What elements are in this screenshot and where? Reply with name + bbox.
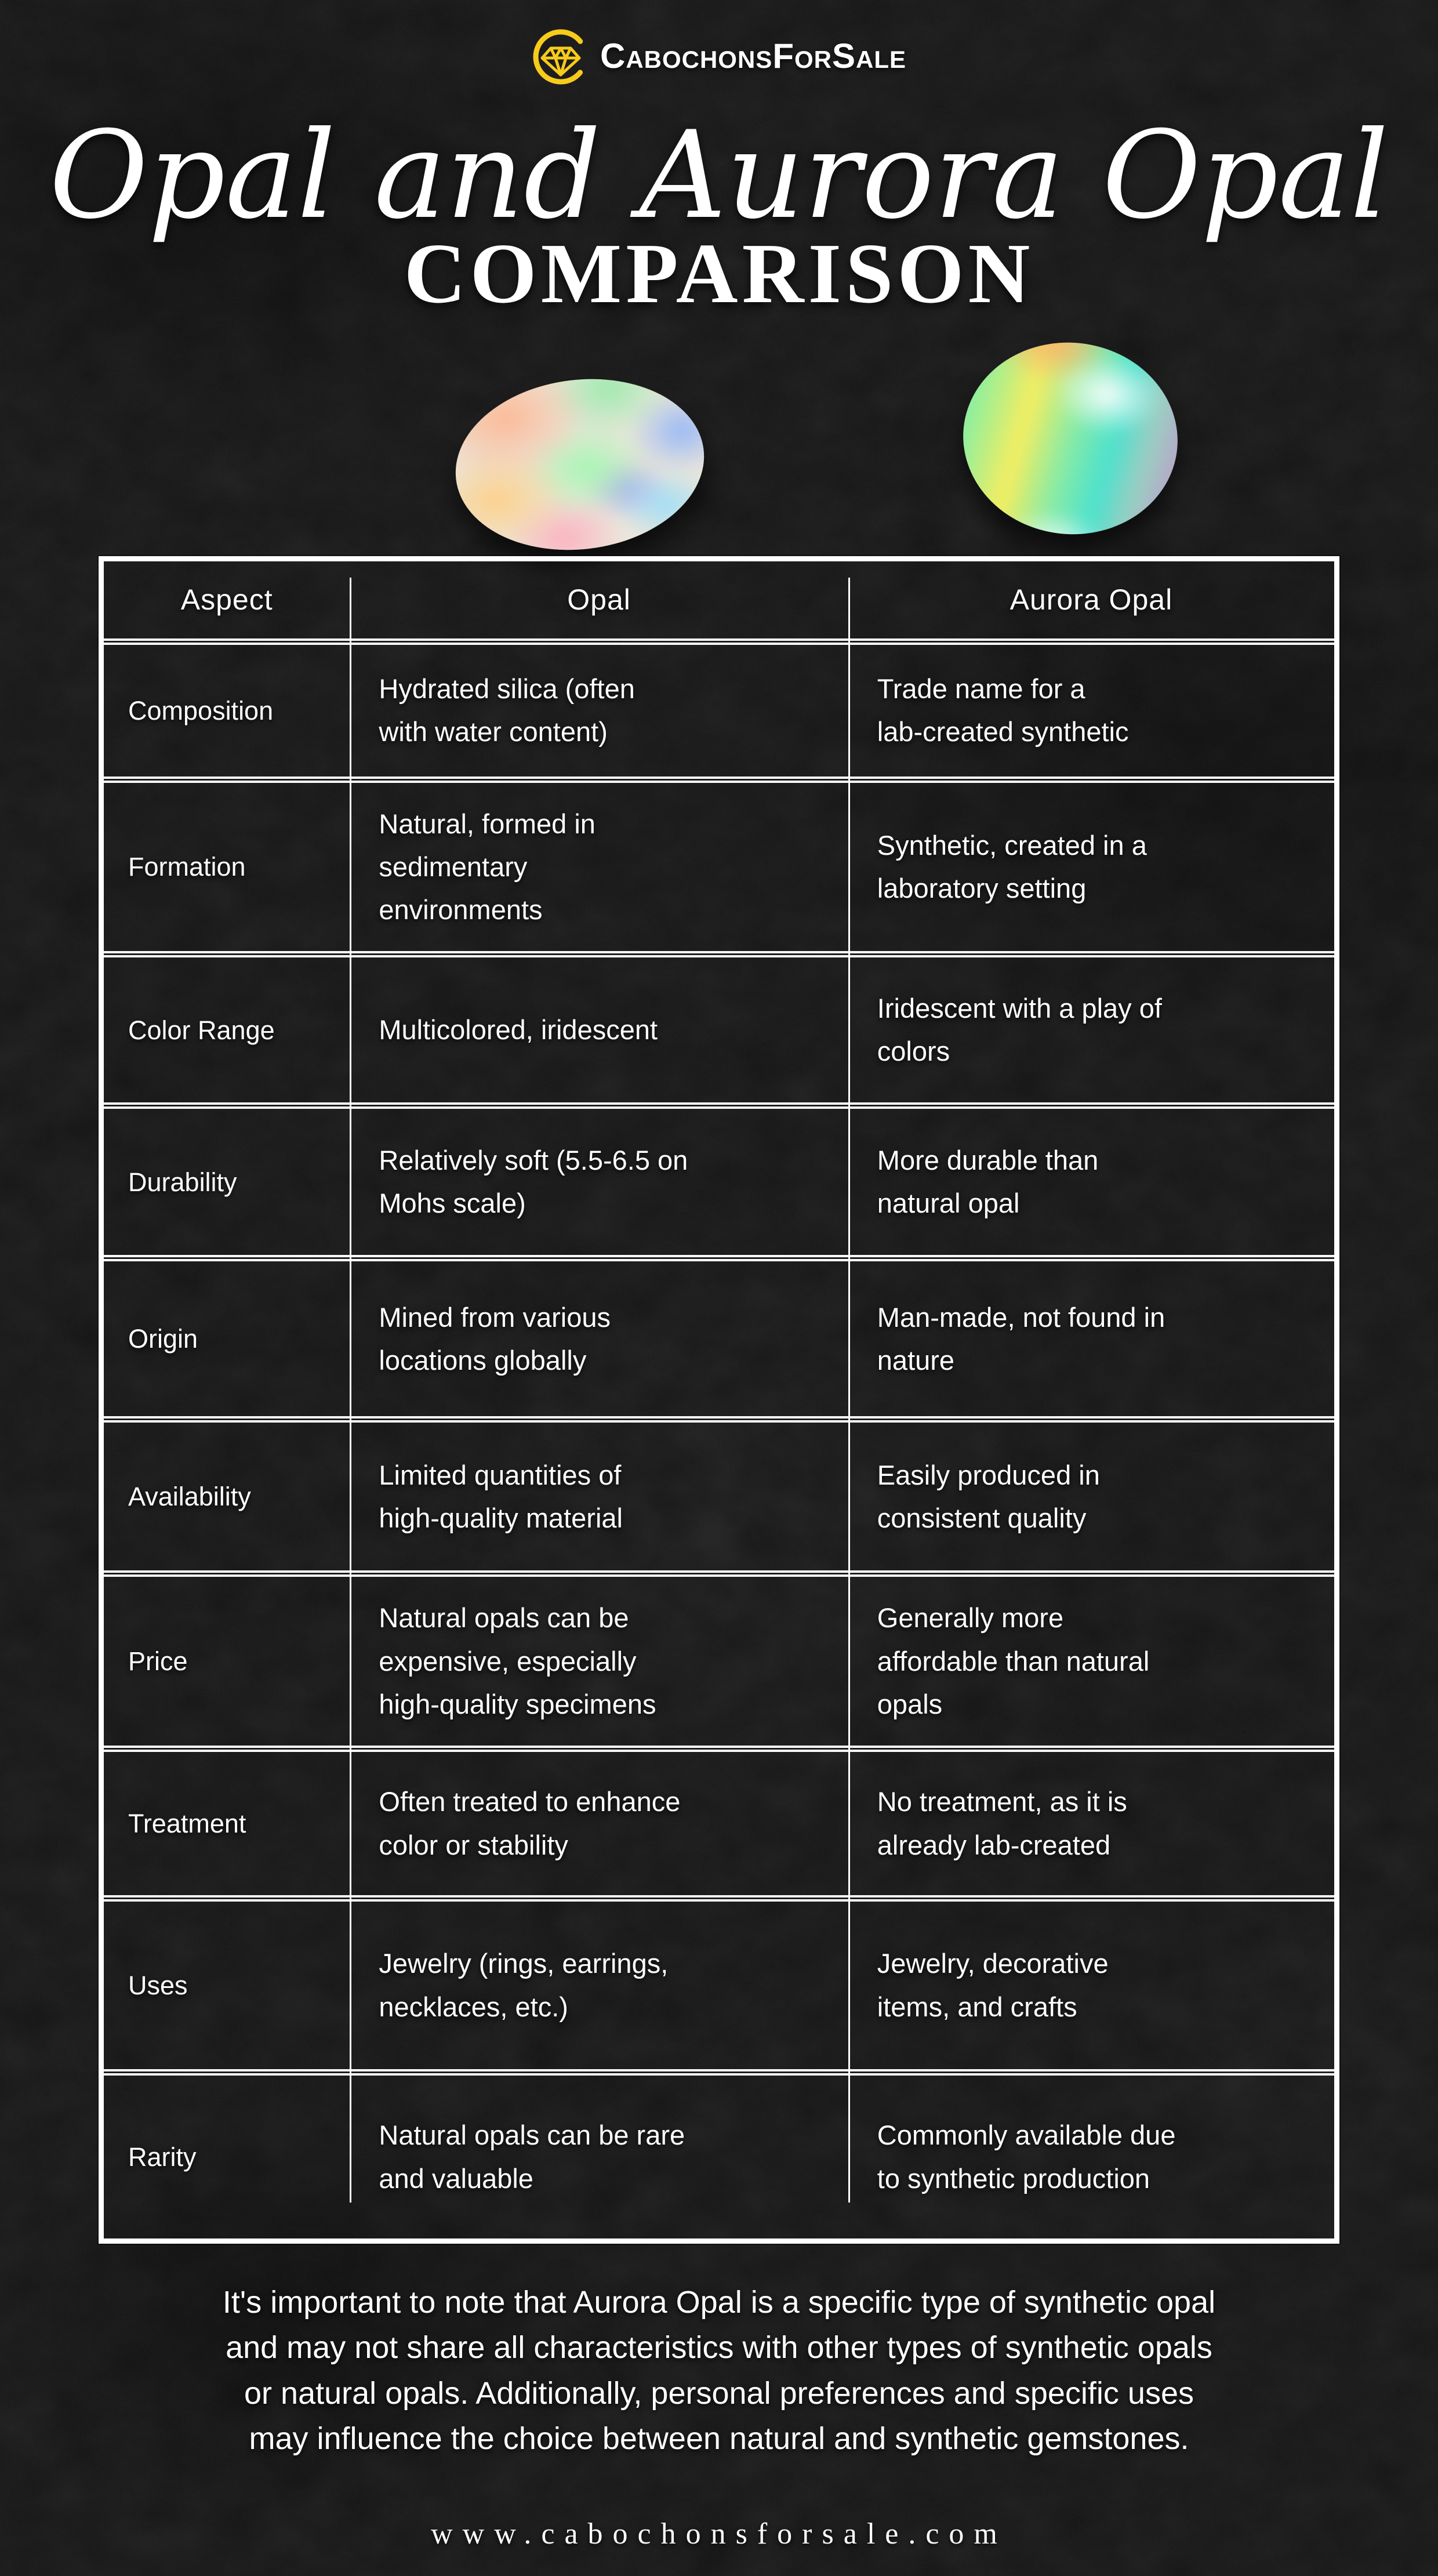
footnote: It's important to note that Aurora Opal …: [222, 2285, 1216, 2456]
table-row: Durability Relatively soft (5.5-6.5 on Mo…: [104, 1102, 1334, 1255]
aspect-cell: Price: [128, 1646, 188, 1677]
aurora-opal-cell: Generally more affordable than natural o…: [877, 1602, 1150, 1719]
aurora-opal-cell: Easily produced in consistent quality: [877, 1459, 1100, 1533]
column-divider: [350, 577, 352, 2203]
opal-cell: Limited quantities of high-quality mater…: [379, 1459, 623, 1533]
aspect-cell: Durability: [128, 1167, 237, 1197]
aurora-opal-cell: Synthetic, created in a laboratory setti…: [877, 829, 1147, 904]
opal-cell: Relatively soft (5.5-6.5 on Mohs scale): [379, 1145, 688, 1219]
comparison-table: Aspect Opal Aurora Opal Composition Hydra…: [99, 556, 1339, 2244]
opal-cell: Multicolored, iridescent: [379, 1014, 658, 1046]
page-title-script: Opal and Aurora Opal: [49, 106, 1389, 246]
table-row: Composition Hydrated silica (often with w…: [104, 638, 1334, 777]
column-header-opal: Opal: [567, 583, 631, 616]
table-row: Availability Limited quantities of high-q…: [104, 1416, 1334, 1570]
opal-cell: Mined from various locations globally: [379, 1301, 611, 1376]
opal-image: [445, 365, 714, 564]
table-row: Treatment Often treated to enhance color …: [104, 1746, 1334, 1895]
opal-cell: Often treated to enhance color or stabil…: [379, 1786, 681, 1860]
aspect-cell: Uses: [128, 1971, 188, 2001]
brand-logo: CabochonsForSale: [532, 26, 906, 86]
aurora-opal-cell: No treatment, as it is already lab-creat…: [877, 1786, 1127, 1860]
website-link[interactable]: www.cabochonsforsale.com: [431, 2517, 1007, 2551]
aurora-opal-cell: Iridescent with a play of colors: [877, 993, 1162, 1067]
aspect-cell: Formation: [128, 852, 246, 882]
gem-in-c-ring-icon: [533, 29, 589, 85]
gem-images-row: [445, 332, 1188, 564]
aspect-cell: Composition: [128, 695, 274, 725]
aurora-opal-cell: Trade name for a lab-created synthetic: [877, 673, 1129, 748]
aspect-cell: Availability: [128, 1482, 251, 1512]
page-title-comparison: COMPARISON: [404, 226, 1034, 322]
column-divider: [848, 577, 850, 2203]
opal-cell: Jewelry (rings, earrings, necklaces, etc…: [379, 1948, 669, 2022]
aurora-opal-cell: Commonly available due to synthetic prod…: [877, 2120, 1176, 2194]
aurora-opal-image: [953, 332, 1188, 545]
table-row: Uses Jewelry (rings, earrings, necklaces,…: [104, 1895, 1334, 2069]
column-header-aspect: Aspect: [180, 583, 273, 616]
brand-name: CabochonsForSale: [600, 36, 906, 75]
table-row: Price Natural opals can be expensive, esp…: [104, 1570, 1334, 1746]
column-header-aurora-opal: Aurora Opal: [1009, 583, 1173, 616]
aurora-opal-image-fill: [953, 332, 1188, 545]
opal-cell: Natural opals can be expensive, especial…: [379, 1602, 656, 1719]
table-row: Origin Mined from various locations globa…: [104, 1255, 1334, 1416]
aurora-opal-cell: More durable than natural opal: [877, 1145, 1099, 1219]
aspect-cell: Color Range: [128, 1015, 275, 1045]
opal-cell: Hydrated silica (often with water conten…: [379, 673, 635, 748]
opal-cell: Natural, formed in sedimentary environme…: [379, 808, 595, 926]
table-header-row: Aspect Opal Aurora Opal: [104, 561, 1334, 638]
table-rows: Aspect Opal Aurora Opal Composition Hydra…: [104, 561, 1334, 2239]
aspect-cell: Origin: [128, 1324, 198, 1354]
table-row: Color Range Multicolored, iridescent Iride…: [104, 951, 1334, 1102]
table-row: Rarity Natural opals can be rare and valu…: [104, 2069, 1334, 2238]
aurora-opal-cell: Man-made, not found in nature: [877, 1301, 1165, 1376]
aspect-cell: Treatment: [128, 1809, 246, 1839]
opal-image-fill: [445, 365, 714, 564]
opal-cell: Natural opals can be rare and valuable: [379, 2120, 685, 2194]
table-row: Formation Natural, formed in sedimentary …: [104, 776, 1334, 952]
aurora-opal-cell: Jewelry, decorative items, and crafts: [877, 1948, 1109, 2022]
aspect-cell: Rarity: [128, 2142, 197, 2172]
